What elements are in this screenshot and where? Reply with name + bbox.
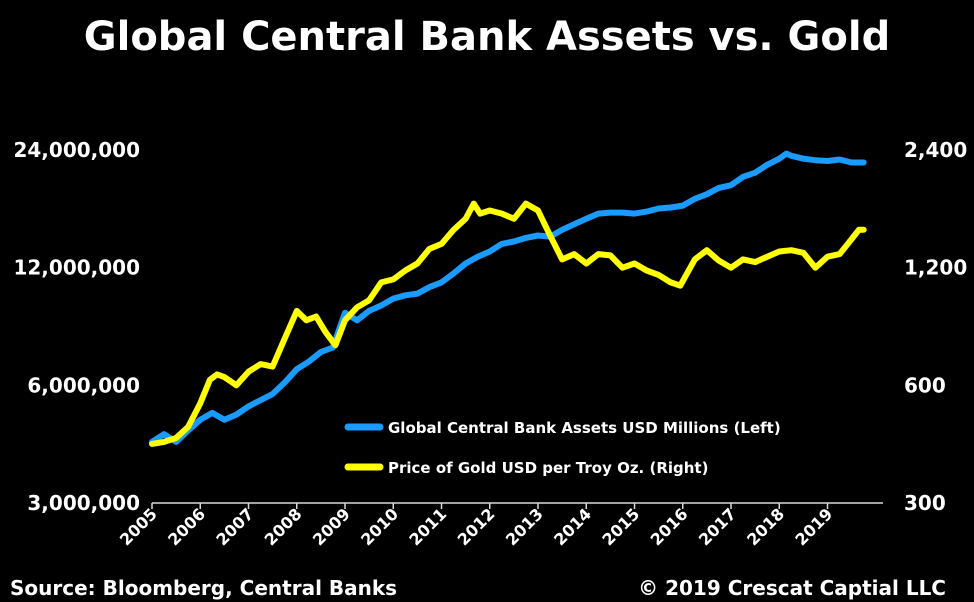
source-note: Source: Bloomberg, Central Banks: [10, 576, 398, 600]
x-tick-label: 2018: [743, 504, 788, 549]
copyright-note: © 2019 Crescat Captial LLC: [638, 576, 946, 600]
x-tick-label: 2009: [309, 504, 354, 549]
chart-title: Global Central Bank Assets vs. Gold: [83, 14, 891, 60]
x-tick-label: 2011: [405, 504, 450, 549]
x-tick-label: 2006: [164, 504, 209, 549]
left-tick-label: 6,000,000: [27, 373, 140, 397]
assets-series-line: [149, 150, 867, 445]
right-tick-label: 1,200: [904, 256, 967, 280]
x-tick-label: 2013: [502, 504, 547, 549]
x-tick-label: 2010: [357, 504, 402, 549]
legend-label-assets: Global Central Bank Assets USD Millions …: [388, 419, 781, 437]
x-tick-label: 2007: [212, 504, 257, 549]
left-tick-label: 24,000,000: [13, 138, 140, 162]
x-tick-label: 2014: [550, 504, 595, 549]
legend-label-gold: Price of Gold USD per Troy Oz. (Right): [388, 459, 708, 477]
left-tick-label: 12,000,000: [13, 256, 140, 280]
x-tick-label: 2008: [261, 504, 306, 549]
x-tick-label: 2019: [791, 504, 836, 549]
x-tick-label: 2012: [454, 504, 499, 549]
gold-series-line: [149, 200, 867, 447]
left-tick-label: 3,000,000: [27, 491, 140, 515]
x-tick-label: 2015: [598, 504, 643, 549]
right-tick-label: 2,400: [904, 138, 967, 162]
right-tick-label: 300: [904, 491, 946, 515]
x-tick-label: 2016: [647, 504, 692, 549]
x-tick-label: 2017: [695, 504, 740, 549]
right-tick-label: 600: [904, 373, 946, 397]
